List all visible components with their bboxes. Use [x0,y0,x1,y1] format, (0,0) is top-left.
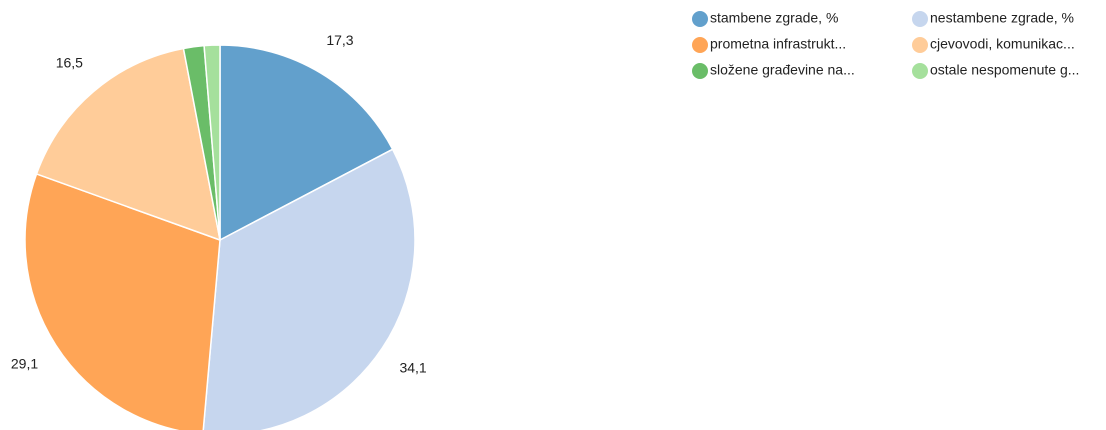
legend-label: nestambene zgrade, % [930,10,1074,26]
data-label: 29,1 [11,356,38,372]
pie-slice [203,44,221,241]
pie-slice [219,44,394,242]
legend-marker [912,63,928,79]
legend-marker [912,37,928,53]
legend-marker [692,11,708,27]
pie-slice [202,148,416,430]
legend-label: prometna infrastrukt... [710,36,846,52]
legend-label: stambene zgrade, % [710,10,838,26]
data-label: 17,3 [326,32,353,48]
legend-marker [692,37,708,53]
legend-label: složene građevine na... [710,62,855,78]
data-label: 34,1 [399,359,426,375]
pie-slice [24,172,221,430]
pie-slice [35,47,221,242]
legend-label: ostale nespomenute g... [930,62,1079,78]
legend-marker [912,11,928,27]
legend-label: cjevovodi, komunikac... [930,36,1075,52]
legend-marker [692,63,708,79]
data-label: 16,5 [56,54,83,70]
